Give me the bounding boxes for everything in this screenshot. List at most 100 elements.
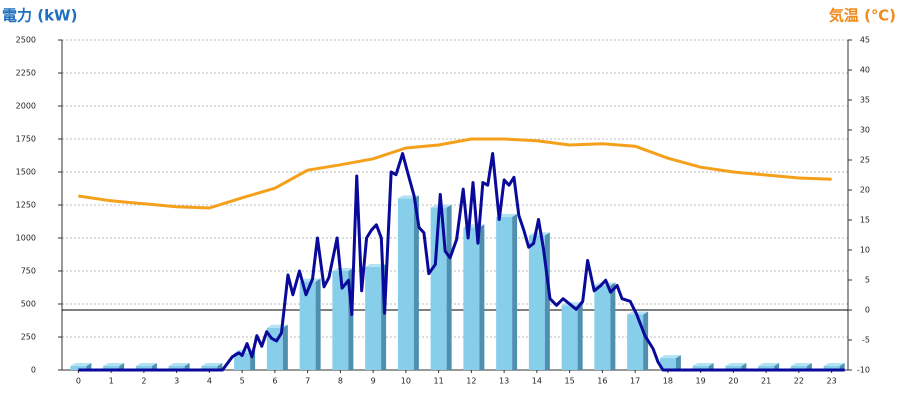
bar bbox=[528, 235, 545, 370]
bar bbox=[103, 366, 120, 370]
x-tick-label: 3 bbox=[174, 377, 179, 386]
bar-top bbox=[168, 363, 190, 366]
bar-side bbox=[708, 363, 714, 370]
bar-top bbox=[725, 363, 747, 366]
bar-side bbox=[675, 355, 681, 370]
bar bbox=[758, 366, 775, 370]
bar-side bbox=[86, 363, 92, 370]
x-tick-label: 2 bbox=[141, 377, 146, 386]
bar bbox=[70, 366, 87, 370]
x-tick-label: 10 bbox=[401, 377, 411, 386]
bar-side bbox=[512, 213, 518, 370]
bar-side bbox=[446, 204, 452, 370]
x-tick-label: 13 bbox=[499, 377, 509, 386]
bar-top bbox=[692, 363, 714, 366]
y2-tick-label: -10 bbox=[857, 366, 870, 375]
x-tick-label: 19 bbox=[696, 377, 706, 386]
y2-tick-label: 35 bbox=[860, 96, 870, 105]
y2-tick-label: 30 bbox=[860, 126, 870, 135]
y2-axis-title: 気温 (℃) bbox=[829, 7, 896, 25]
y-axis-title: 電力 (kW) bbox=[2, 7, 77, 25]
x-tick-label: 15 bbox=[565, 377, 575, 386]
bar bbox=[823, 366, 840, 370]
bar bbox=[790, 366, 807, 370]
bar-top bbox=[823, 363, 845, 366]
y2-tick-label: 20 bbox=[860, 186, 870, 195]
bar-side bbox=[413, 195, 419, 370]
y2-tick-label: -5 bbox=[862, 336, 870, 345]
line bbox=[78, 137, 832, 210]
bar-top bbox=[135, 363, 157, 366]
bar-side bbox=[217, 363, 223, 370]
x-tick-label: 14 bbox=[532, 377, 542, 386]
y2-tick-label: 5 bbox=[865, 276, 870, 285]
bar-top bbox=[790, 363, 812, 366]
y-tick-label: 1500 bbox=[16, 168, 36, 177]
bar bbox=[299, 281, 316, 370]
x-tick-label: 0 bbox=[76, 377, 81, 386]
bar-top bbox=[299, 278, 321, 282]
x-tick-label: 22 bbox=[794, 377, 804, 386]
y2-tick-label: 40 bbox=[860, 66, 870, 75]
bar bbox=[430, 207, 447, 370]
bar bbox=[201, 366, 218, 370]
x-tick-label: 12 bbox=[466, 377, 476, 386]
bar bbox=[463, 227, 480, 370]
bar bbox=[627, 314, 644, 370]
bar bbox=[234, 352, 251, 370]
y-tick-label: 2000 bbox=[16, 102, 36, 111]
bar-top bbox=[365, 264, 387, 267]
x-tick-label: 9 bbox=[371, 377, 376, 386]
x-tick-label: 1 bbox=[109, 377, 114, 386]
bar-side bbox=[643, 311, 649, 370]
y-tick-label: 250 bbox=[21, 333, 36, 342]
y-tick-label: 1250 bbox=[16, 201, 36, 210]
bar-side bbox=[774, 363, 780, 370]
line bbox=[78, 152, 845, 372]
bar bbox=[135, 366, 152, 370]
x-tick-label: 4 bbox=[207, 377, 212, 386]
y-tick-label: 2250 bbox=[16, 69, 36, 78]
bar-side bbox=[119, 363, 125, 370]
bar bbox=[561, 305, 578, 370]
bar bbox=[332, 270, 349, 370]
x-tick-label: 11 bbox=[434, 377, 444, 386]
bar-top bbox=[758, 363, 780, 366]
bar bbox=[365, 267, 382, 370]
x-tick-label: 21 bbox=[761, 377, 771, 386]
bar-top bbox=[496, 213, 518, 217]
y2-tick-label: 25 bbox=[860, 156, 870, 165]
bar-side bbox=[839, 363, 845, 370]
bar bbox=[692, 366, 709, 370]
x-tick-label: 17 bbox=[630, 377, 640, 386]
y2-tick-label: 45 bbox=[860, 36, 870, 45]
bar-top bbox=[70, 363, 92, 366]
bar-side bbox=[184, 363, 190, 370]
y2-tick-label: 0 bbox=[865, 306, 870, 315]
bar bbox=[496, 216, 513, 370]
bar bbox=[725, 366, 742, 370]
bar-side bbox=[315, 278, 321, 370]
bar bbox=[659, 358, 676, 370]
bar-side bbox=[282, 324, 288, 370]
bar-side bbox=[479, 224, 485, 370]
x-tick-label: 18 bbox=[663, 377, 673, 386]
y-tick-label: 1000 bbox=[16, 234, 36, 243]
bar-top bbox=[332, 267, 354, 271]
y-tick-label: 500 bbox=[21, 300, 36, 309]
y-tick-label: 750 bbox=[21, 267, 36, 276]
y-tick-label: 0 bbox=[31, 366, 36, 375]
bar bbox=[594, 285, 611, 370]
x-tick-label: 23 bbox=[827, 377, 837, 386]
x-tick-label: 6 bbox=[272, 377, 277, 386]
bar-top bbox=[659, 355, 681, 359]
bar-top bbox=[201, 363, 223, 366]
bar-side bbox=[577, 302, 583, 370]
bar-side bbox=[806, 363, 812, 370]
y-tick-label: 1750 bbox=[16, 135, 36, 144]
y2-tick-label: 10 bbox=[860, 246, 870, 255]
x-tick-label: 5 bbox=[240, 377, 245, 386]
y-tick-label: 2500 bbox=[16, 36, 36, 45]
bar bbox=[397, 198, 414, 370]
